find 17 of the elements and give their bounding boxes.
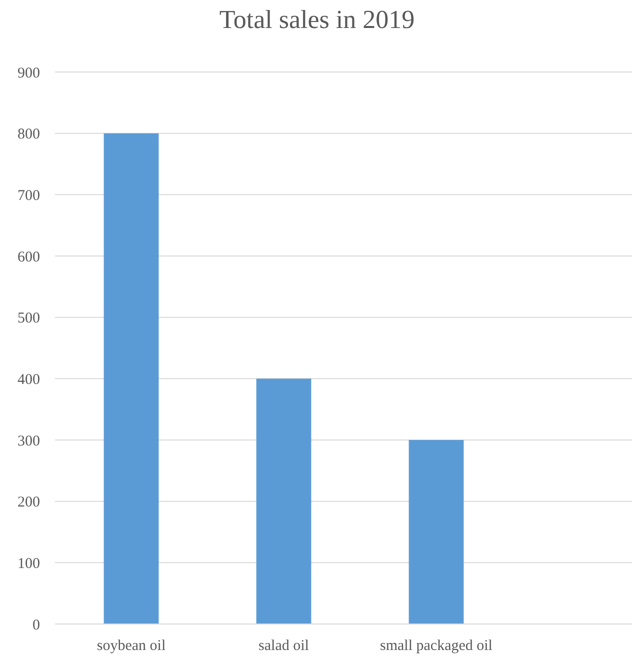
y-tick-label: 600: [18, 249, 40, 266]
x-tick-label: salad oil: [258, 638, 309, 654]
y-tick-label: 400: [18, 372, 40, 388]
y-tick-label: 200: [18, 494, 40, 511]
y-tick-label: 700: [18, 188, 40, 204]
y-tick-label: 300: [18, 433, 40, 450]
x-tick-label: soybean oil: [96, 638, 166, 654]
y-tick-label: 800: [18, 126, 40, 143]
bar: [104, 133, 159, 624]
y-tick-label: 900: [18, 65, 40, 82]
y-tick-label: 500: [18, 310, 40, 327]
chart-title: Total sales in 2019: [219, 5, 415, 34]
y-tick-label: 100: [18, 556, 40, 572]
x-tick-label: small packaged oil: [380, 638, 492, 654]
bar: [256, 378, 312, 624]
bar: [408, 440, 464, 624]
y-tick-label: 0: [32, 617, 40, 634]
